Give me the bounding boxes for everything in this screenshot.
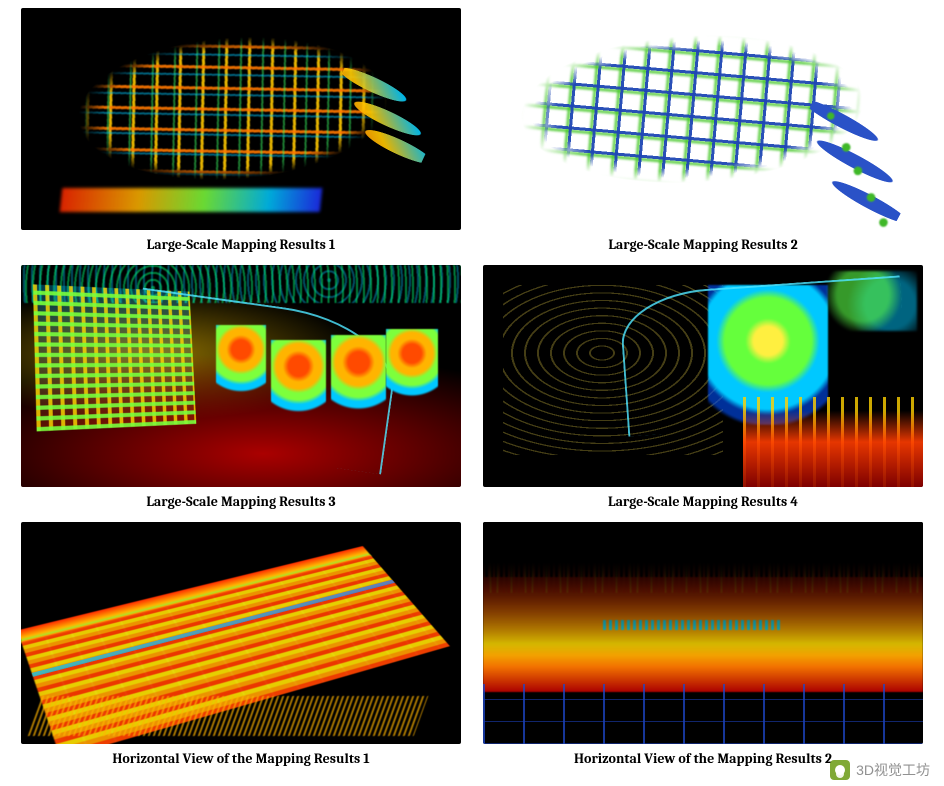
panel-4-caption: Large-Scale Mapping Results 4	[608, 493, 798, 510]
panel-4: Large-Scale Mapping Results 4	[482, 265, 924, 518]
watermark: 3D视觉工坊	[830, 760, 930, 780]
spectral-band	[60, 188, 323, 212]
panel-3-caption: Large-Scale Mapping Results 3	[146, 493, 335, 510]
panel-3: Large-Scale Mapping Results 3	[20, 265, 462, 518]
facade-strip	[743, 397, 923, 487]
panel-5-caption: Horizontal View of the Mapping Results 1	[112, 750, 369, 767]
figure-grid: Large-Scale Mapping Results 1 Large-Scal…	[0, 0, 944, 783]
panel-4-image	[483, 265, 923, 487]
panel-2: Large-Scale Mapping Results 2	[482, 8, 924, 261]
panel-5: Horizontal View of the Mapping Results 1	[20, 522, 462, 775]
road-tail	[789, 118, 919, 208]
sky-fade	[483, 522, 923, 744]
panel-1: Large-Scale Mapping Results 1	[20, 8, 462, 261]
panel-6: Horizontal View of the Mapping Results 2	[482, 522, 924, 775]
panel-5-image	[21, 522, 461, 744]
panel-2-image	[483, 8, 923, 230]
panel-6-image	[483, 522, 923, 744]
panel-1-image	[21, 8, 461, 230]
panel-1-caption: Large-Scale Mapping Results 1	[147, 236, 336, 253]
fringe-scanlines	[28, 696, 429, 736]
panel-6-caption: Horizontal View of the Mapping Results 2	[574, 750, 832, 767]
panel-2-caption: Large-Scale Mapping Results 2	[608, 236, 797, 253]
tree-icon	[216, 325, 266, 395]
panel-3-image	[21, 265, 461, 487]
tree-icon	[386, 329, 438, 399]
tree-icon	[271, 340, 326, 415]
tree-icon	[331, 335, 386, 413]
watermark-text: 3D视觉工坊	[856, 760, 930, 780]
wechat-icon	[830, 760, 850, 780]
